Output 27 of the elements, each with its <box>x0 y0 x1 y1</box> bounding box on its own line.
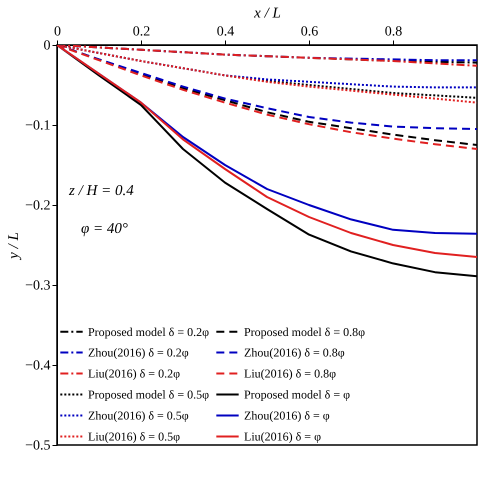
y-tick-label: −0.1 <box>25 118 50 134</box>
annotation: φ = 40° <box>81 221 128 237</box>
y-axis-title: y / L <box>6 232 22 261</box>
legend-label: Zhou(2016) δ = 0.5φ <box>88 408 189 422</box>
x-tick-label: 0.8 <box>384 24 402 40</box>
annotation: z / H = 0.4 <box>68 183 134 199</box>
legend-label: Zhou(2016) δ = 0.8φ <box>244 346 345 360</box>
y-tick-label: −0.2 <box>25 198 50 214</box>
x-axis-title: x / L <box>253 6 281 22</box>
legend-label: Zhou(2016) δ = φ <box>244 408 330 422</box>
legend-label: Liu(2016) δ = 0.5φ <box>88 430 180 444</box>
legend-label: Proposed model δ = 0.2φ <box>88 324 210 339</box>
y-tick-label: −0.3 <box>25 278 50 294</box>
legend-label: Liu(2016) δ = 0.2φ <box>88 366 180 380</box>
legend-label: Liu(2016) δ = φ <box>244 430 322 444</box>
x-tick-label: 0.4 <box>216 24 234 40</box>
legend-label: Zhou(2016) δ = 0.2φ <box>88 346 189 360</box>
y-tick-label: −0.4 <box>25 358 50 374</box>
legend-label: Proposed model δ = 0.5φ <box>88 388 210 402</box>
legend-label: Proposed model δ = φ <box>244 388 350 402</box>
legend-label: Proposed model δ = 0.8φ <box>244 324 366 339</box>
y-tick-label: −0.5 <box>25 438 50 454</box>
y-tick-label: 0 <box>44 38 50 54</box>
x-tick-label: 0.2 <box>132 24 150 40</box>
legend-label: Liu(2016) δ = 0.8φ <box>244 366 336 380</box>
x-tick-label: 0.6 <box>300 24 318 40</box>
x-tick-label: 0 <box>54 24 61 40</box>
